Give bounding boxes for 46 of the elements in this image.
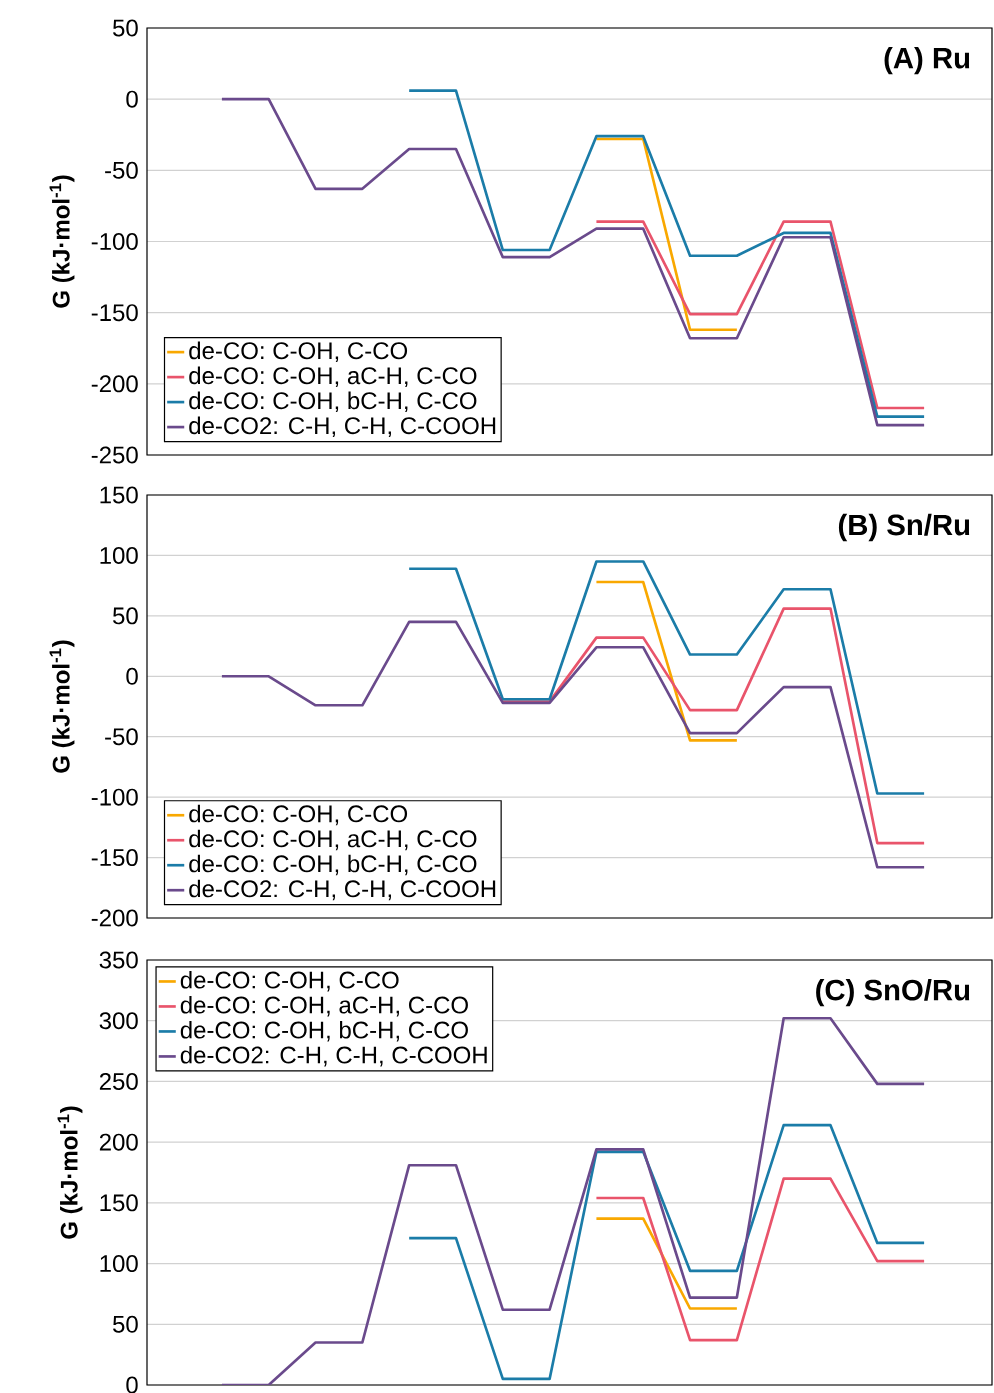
y-tick-label: -100 <box>91 232 138 250</box>
legend-label: de-CO: C-OH, aC-H, C-CO <box>180 995 468 1017</box>
y-tick-label: -200 <box>91 375 138 393</box>
line-series <box>407 1123 926 1381</box>
y-tick-label: 50 <box>113 607 138 625</box>
y-tick-label: 350 <box>99 951 138 969</box>
legend-label: de-CO: C-OH, aC-H, C-CO <box>189 366 477 388</box>
y-tick-label: 200 <box>99 1133 138 1151</box>
y-tick-label: 250 <box>99 1072 138 1090</box>
y-tick-label: 150 <box>100 1194 138 1212</box>
legend-label: de-CO: C-OH, bC-H, C-CO <box>180 1020 468 1042</box>
y-tick-label: -200 <box>91 909 138 927</box>
legend-label: de-CO: C-OH, C-CO <box>189 341 408 363</box>
y-tick-label: -50 <box>105 161 138 179</box>
line-series <box>407 560 926 795</box>
y-tick-label: 100 <box>100 546 138 564</box>
legend-label: de-CO2: C-H, C-H, C-COOH <box>189 416 496 438</box>
y-tick-label: 50 <box>113 1315 138 1333</box>
y-tick-label: 0 <box>126 90 138 108</box>
text: (B) Sn/Ru <box>838 513 970 542</box>
y-axis-title: G (kJ·mol$^{-1}$) <box>49 640 75 773</box>
y-tick-label: -150 <box>91 849 138 867</box>
legend-label: de-CO: C-OH, C-CO <box>180 970 399 992</box>
text: (C) SnO/Ru <box>816 978 970 1007</box>
y-tick-label: -100 <box>91 788 138 806</box>
legend-label: de-CO2: C-H, C-H, C-COOH <box>180 1045 487 1067</box>
line-series <box>407 89 926 418</box>
line-series <box>501 607 926 845</box>
legend-label: de-CO: C-OH, C-CO <box>189 804 408 826</box>
text: (A) Ru <box>884 46 970 75</box>
y-tick-label: 0 <box>126 667 138 685</box>
y-tick-label: 150 <box>100 486 138 504</box>
legend-label: de-CO: C-OH, bC-H, C-CO <box>189 391 477 413</box>
y-tick-label: -250 <box>91 446 138 464</box>
line-series <box>595 1177 926 1342</box>
y-axis-title: G (kJ·mol$^{-1}$) <box>57 1106 83 1239</box>
y-tick-label: 50 <box>113 19 138 37</box>
y-tick-label: 0 <box>126 1376 138 1393</box>
y-axis-title: G (kJ·mol$^{-1}$) <box>49 175 75 308</box>
legend-label: de-CO: C-OH, bC-H, C-CO <box>189 854 477 876</box>
y-tick-label: 300 <box>99 1012 138 1030</box>
y-tick-label: 100 <box>100 1255 138 1273</box>
legend-label: de-CO2: C-H, C-H, C-COOH <box>189 879 496 901</box>
y-tick-label: -150 <box>91 304 138 322</box>
legend-label: de-CO: C-OH, aC-H, C-CO <box>189 829 477 851</box>
y-tick-label: -50 <box>105 728 138 746</box>
